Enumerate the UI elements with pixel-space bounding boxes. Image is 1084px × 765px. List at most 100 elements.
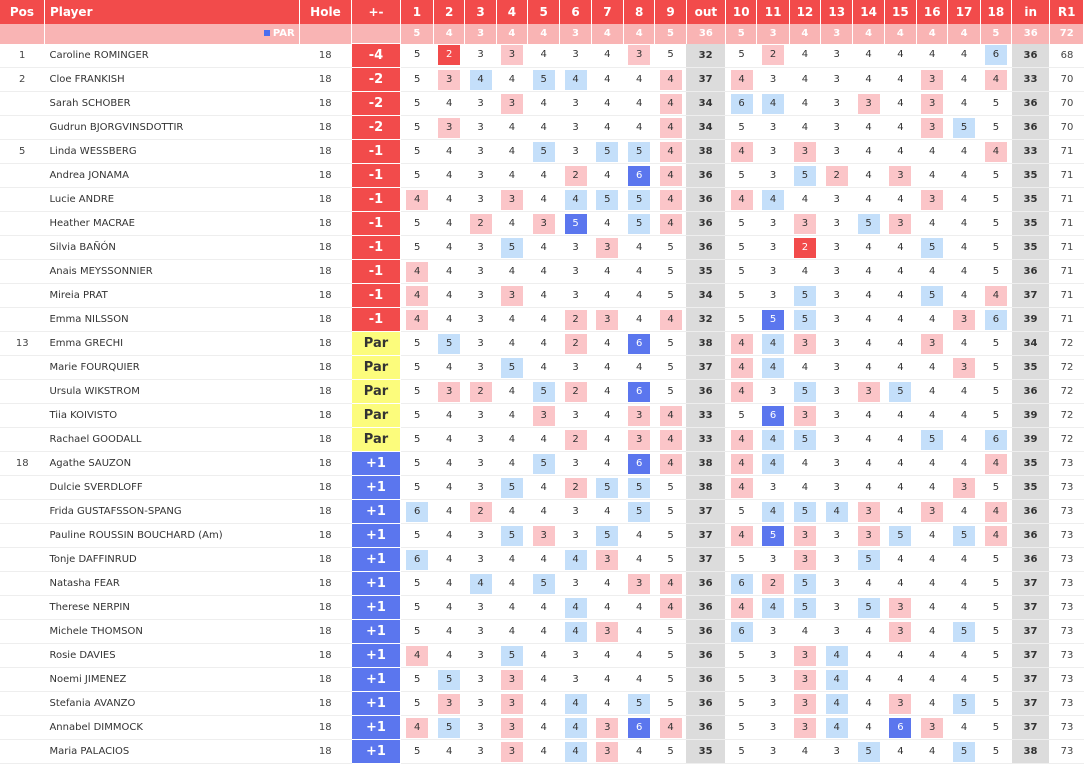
player-to-par: +1 [351, 475, 401, 500]
table-row[interactable]: Tiia KOIVISTO 18 Par 5 4 3 4 3 3 4 3 4 33 5 6 3 3 4 4 4 4 5 39… [0, 403, 1084, 428]
player-name[interactable]: Michele THOMSON [44, 619, 300, 644]
player-name[interactable]: Marie FOURQUIER [44, 355, 300, 380]
player-in: 37 [1011, 691, 1051, 716]
hole-score: 6 [628, 381, 651, 402]
table-row[interactable]: Stefania AVANZO 18 +1 5 3 3 3 4 4 4 5 5 36 5 3 3 4 4 3 4 5 5 3… [0, 691, 1084, 716]
player-name[interactable]: Heather MACRAE [44, 211, 300, 236]
table-row[interactable]: Sarah SCHOBER 18 -2 5 4 3 3 4 3 4 4 4 34 6 4 4 3 3 4 3 4 5 36 7… [0, 91, 1084, 116]
hole-score: 4 [604, 457, 611, 469]
hole-score-cell: 4 [527, 691, 560, 716]
player-name[interactable]: Noemi JIMENEZ [44, 667, 300, 692]
player-name[interactable]: Therese NERPIN [44, 595, 300, 620]
table-row[interactable]: Noemi JIMENEZ 18 +1 5 5 3 3 4 3 4 4 5 36 5 3 3 4 4 4 4 4 5 37 7… [0, 667, 1084, 692]
player-name[interactable]: Sarah SCHOBER [44, 91, 300, 116]
player-to-par: +1 [351, 451, 401, 476]
hole-score-cell: 5 [400, 379, 434, 404]
player-name[interactable]: Caroline ROMINGER [44, 43, 300, 68]
player-name[interactable]: Emma NILSSON [44, 307, 300, 332]
table-row[interactable]: 1 Caroline ROMINGER 18 -4 5 2 3 3 4 3 4 3 5 32 5 2 4 3 4 4 4… [0, 43, 1084, 68]
table-row[interactable]: Annabel DIMMOCK 18 +1 4 5 3 3 4 4 3 6 4 36 5 3 3 4 4 6 3 4 5 3… [0, 715, 1084, 740]
player-r1: 73 [1049, 475, 1084, 500]
player-name[interactable]: Gudrun BJORGVINSDOTTIR [44, 115, 300, 140]
table-row[interactable]: Ursula WIKSTROM 18 Par 5 3 2 4 5 2 4 6 5 36 4 3 5 3 3 5 4 4 5… [0, 379, 1084, 404]
player-name[interactable]: Cloe FRANKISH [44, 67, 300, 92]
hole-score: 5 [500, 237, 523, 258]
player-name[interactable]: Andrea JONAMA [44, 163, 300, 188]
hole-score: 5 [667, 337, 674, 349]
hole-score: 5 [667, 529, 674, 541]
table-row[interactable]: Andrea JONAMA 18 -1 5 4 3 4 4 2 4 6 4 36 5 3 5 2 4 3 4 4 5 35 7… [0, 163, 1084, 188]
table-row[interactable]: Emma NILSSON 18 -1 4 4 3 4 4 2 3 4 4 32 5 5 5 3 4 4 4 3 6 39 71 [0, 307, 1084, 332]
table-row[interactable]: Silvia BAÑÓN 18 -1 5 4 3 5 4 3 3 4 5 36 5 3 2 3 4 4 5 4 5 35 71 [0, 235, 1084, 260]
player-holes-played: 18 [299, 355, 352, 380]
hole-score: 5 [413, 241, 421, 253]
player-name[interactable]: Ursula WIKSTROM [44, 379, 300, 404]
hole-score-cell: 4 [527, 427, 560, 452]
hole-score: 3 [769, 481, 777, 493]
player-name[interactable]: Annabel DIMMOCK [44, 715, 300, 740]
table-row[interactable]: Pauline ROUSSIN BOUCHARD (Am) 18 +1 5 4 3 5 3 3 5… [0, 523, 1084, 548]
player-name[interactable]: Maria PALACIOS [44, 739, 300, 764]
player-name[interactable]: Silvia BAÑÓN [44, 235, 300, 260]
header-player[interactable]: Player [44, 0, 300, 24]
table-row[interactable]: Marie FOURQUIER 18 Par 5 4 3 5 4 3 4 4 5 37 4 4 4 3 4 4 4 3 5… [0, 355, 1084, 380]
hole-score-cell: 5 [400, 403, 434, 428]
player-name[interactable]: Emma GRECHI [44, 331, 300, 356]
hole-score-cell: 3 [884, 163, 917, 188]
player-name[interactable]: Mireia PRAT [44, 283, 300, 308]
table-row[interactable]: Dulcie SVERDLOFF 18 +1 5 4 3 5 4 2 5 5 5 38 4 3 4 3 4 4 4 3 5… [0, 475, 1084, 500]
player-name[interactable]: Frida GUSTAFSSON-SPANG [44, 499, 300, 524]
player-name[interactable]: Rosie DAVIES [44, 643, 300, 668]
player-in: 34 [1011, 331, 1051, 356]
header-r1[interactable]: R1 [1049, 0, 1084, 24]
hole-score-cell: 5 [654, 547, 687, 572]
hole-score-cell: 5 [884, 523, 917, 548]
hole-score-cell: 5 [725, 691, 757, 716]
hole-score: 3 [477, 457, 484, 469]
player-name[interactable]: Pauline ROUSSIN BOUCHARD (Am) [44, 523, 300, 548]
player-name[interactable]: Rachael GOODALL [44, 427, 300, 452]
hole-score-cell: 5 [623, 139, 655, 164]
table-row[interactable]: Heather MACRAE 18 -1 5 4 2 4 3 5 4 5 4 36 5 3 3 3 5 3 4 4 5 35… [0, 211, 1084, 236]
player-name[interactable]: Tonje DAFFINRUD [44, 547, 300, 572]
player-name[interactable]: Anais MEYSSONNIER [44, 259, 300, 284]
hole-score-cell: 4 [916, 595, 948, 620]
table-row[interactable]: Frida GUSTAFSSON-SPANG 18 +1 6 4 2 4 4 3 4 5 5 37 5 4 5… [0, 499, 1084, 524]
table-row[interactable]: Maria PALACIOS 18 +1 5 4 3 3 4 4 3 4 5 35 5 3 4 3 5 4 4 5 5 38… [0, 739, 1084, 764]
hole-score: 4 [508, 169, 516, 181]
table-row[interactable]: 2 Cloe FRANKISH 18 -2 5 3 4 4 5 4 4 4 4 37 4 3 4 3 4 4 3 4 4 33… [0, 67, 1084, 92]
hole-score-cell: 4 [852, 139, 885, 164]
table-row[interactable]: Gudrun BJORGVINSDOTTIR 18 -2 5 3 3 4 4 3 4 4 4 34 5 3 4… [0, 115, 1084, 140]
table-row[interactable]: 5 Linda WESSBERG 18 -1 5 4 3 4 5 3 5 5 4 38 4 3 3 3 4 4 4 4 4 3… [0, 139, 1084, 164]
player-name[interactable]: Tiia KOIVISTO [44, 403, 300, 428]
table-row[interactable]: Natasha FEAR 18 +1 5 4 4 4 5 3 4 3 4 36 6 2 5 3 4 4 4 4 5 37 73 [0, 571, 1084, 596]
table-row[interactable]: Anais MEYSSONNIER 18 -1 4 4 3 4 4 3 4 4 5 35 5 3 4 3 4 4 4 4… [0, 259, 1084, 284]
table-row[interactable]: Lucie ANDRE 18 -1 4 4 3 3 4 4 5 5 4 36 4 4 4 3 4 4 3 4 5 35 71 [0, 187, 1084, 212]
header-hole[interactable]: Hole [299, 0, 353, 24]
table-row[interactable]: Mireia PRAT 18 -1 4 4 3 3 4 3 4 4 5 34 5 3 5 3 4 4 5 4 4 37 71 [0, 283, 1084, 308]
table-row[interactable]: Rachael GOODALL 18 Par 5 4 3 4 4 2 4 3 4 33 4 4 5 3 4 4 5 4 6… [0, 427, 1084, 452]
hole-score: 3 [596, 549, 619, 570]
hole-score: 5 [738, 169, 745, 181]
table-row[interactable]: Rosie DAVIES 18 +1 4 4 3 5 4 3 4 4 5 36 5 3 3 4 4 4 4 4 5 37 73 [0, 643, 1084, 668]
table-row[interactable]: 18 Agathe SAUZON 18 +1 5 4 3 4 5 3 4 6 4 38 4 4 4 3 4 4 4 4 4 3… [0, 451, 1084, 476]
hole-score: 5 [413, 745, 421, 757]
header-to-par[interactable]: +- [351, 0, 401, 24]
hole-score: 4 [636, 601, 643, 613]
player-name[interactable]: Agathe SAUZON [44, 451, 300, 476]
player-name[interactable]: Lucie ANDRE [44, 187, 300, 212]
player-name[interactable]: Natasha FEAR [44, 571, 300, 596]
table-row[interactable]: 13 Emma GRECHI 18 Par 5 5 3 4 4 2 4 6 5 38 4 4 3 3 4 4 3 4 5 34… [0, 331, 1084, 356]
player-name[interactable]: Linda WESSBERG [44, 139, 300, 164]
hole-score-cell: 5 [654, 43, 687, 68]
hole-score: 4 [636, 625, 643, 637]
hole-score-cell: 3 [623, 43, 655, 68]
header-pos[interactable]: Pos [0, 0, 45, 24]
table-row[interactable]: Tonje DAFFINRUD 18 +1 6 4 3 4 4 4 3 4 5 37 5 3 3 3 5 4 4 4 5 3… [0, 547, 1084, 572]
table-row[interactable]: Therese NERPIN 18 +1 5 4 3 4 4 4 4 4 4 36 4 4 5 3 5 3 4 4 5 37… [0, 595, 1084, 620]
player-name[interactable]: Dulcie SVERDLOFF [44, 475, 300, 500]
table-row[interactable]: Michele THOMSON 18 +1 5 4 3 4 4 4 3 4 5 36 6 3 4 3 4 3 4 5 5 3… [0, 619, 1084, 644]
player-name[interactable]: Stefania AVANZO [44, 691, 300, 716]
player-out: 36 [686, 667, 727, 692]
